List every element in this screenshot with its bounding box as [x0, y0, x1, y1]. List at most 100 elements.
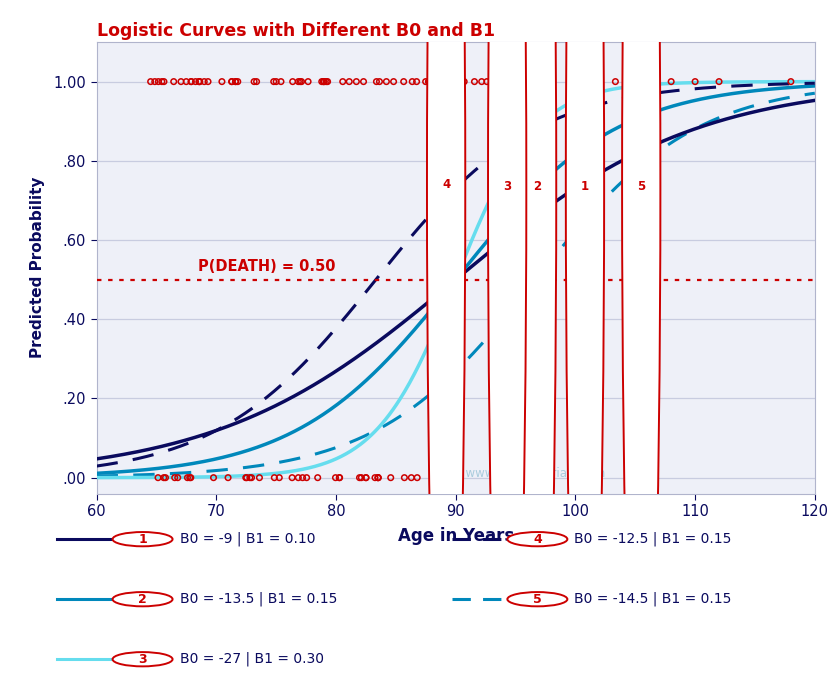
Circle shape — [566, 0, 604, 700]
Point — [253, 472, 266, 483]
Point — [405, 472, 418, 483]
Point — [202, 76, 215, 88]
Text: 3: 3 — [139, 652, 147, 666]
Point — [317, 76, 330, 88]
Point — [475, 76, 488, 88]
Point — [171, 472, 185, 483]
Text: 1: 1 — [139, 533, 147, 546]
Text: B0 = -9 | B1 = 0.10: B0 = -9 | B1 = 0.10 — [180, 532, 315, 547]
Point — [397, 76, 411, 88]
Point — [300, 472, 313, 483]
Point — [419, 76, 433, 88]
Point — [185, 76, 198, 88]
Point — [159, 472, 172, 483]
Point — [371, 472, 385, 483]
Point — [353, 472, 366, 483]
Point — [357, 76, 370, 88]
Text: Logistic Curves with Different B0 and B1: Logistic Curves with Different B0 and B1 — [97, 22, 495, 41]
Point — [433, 472, 447, 483]
Point — [311, 472, 324, 483]
Point — [229, 76, 243, 88]
Point — [215, 76, 228, 88]
Point — [180, 76, 193, 88]
Point — [240, 472, 254, 483]
Point — [528, 76, 542, 88]
Point — [317, 76, 330, 88]
Point — [267, 76, 281, 88]
Point — [480, 76, 494, 88]
Circle shape — [113, 592, 172, 606]
Point — [231, 76, 244, 88]
Point — [152, 76, 165, 88]
Point — [270, 76, 283, 88]
Point — [168, 472, 181, 483]
Point — [458, 76, 471, 88]
Text: 4: 4 — [533, 533, 542, 546]
Circle shape — [507, 532, 567, 546]
Point — [333, 472, 346, 483]
Point — [189, 76, 202, 88]
Point — [468, 76, 481, 88]
Point — [192, 76, 206, 88]
Point — [228, 76, 242, 88]
Point — [380, 76, 393, 88]
Point — [422, 76, 435, 88]
Point — [274, 76, 287, 88]
Point — [664, 76, 678, 88]
Point — [148, 76, 161, 88]
Point — [454, 76, 467, 88]
Point — [371, 472, 385, 483]
Point — [291, 76, 305, 88]
Point — [384, 472, 397, 483]
Text: 5: 5 — [533, 593, 542, 606]
Point — [538, 76, 551, 88]
X-axis label: Age in Years: Age in Years — [397, 527, 514, 545]
Point — [157, 472, 171, 483]
Point — [151, 472, 165, 483]
Point — [486, 76, 500, 88]
Point — [336, 76, 349, 88]
Text: 5: 5 — [637, 180, 645, 193]
Circle shape — [518, 0, 556, 700]
Point — [328, 472, 342, 483]
Text: B0 = -27 | B1 = 0.30: B0 = -27 | B1 = 0.30 — [180, 652, 323, 666]
Point — [354, 472, 368, 483]
Point — [184, 472, 197, 483]
Text: 3: 3 — [503, 180, 512, 193]
Point — [144, 76, 157, 88]
Point — [609, 76, 622, 88]
Point — [428, 76, 441, 88]
Point — [248, 76, 261, 88]
Point — [633, 76, 647, 88]
Point — [570, 76, 584, 88]
Point — [428, 76, 442, 88]
Point — [295, 76, 308, 88]
Point — [183, 472, 197, 483]
Point — [712, 76, 726, 88]
Point — [185, 76, 198, 88]
Point — [167, 76, 181, 88]
Point — [318, 76, 331, 88]
Point — [785, 76, 798, 88]
Point — [302, 76, 315, 88]
Text: B0 = -12.5 | B1 = 0.15: B0 = -12.5 | B1 = 0.15 — [575, 532, 732, 547]
Point — [371, 472, 385, 483]
Text: 2: 2 — [139, 593, 147, 606]
Point — [243, 472, 256, 483]
Point — [207, 472, 220, 483]
Point — [225, 76, 239, 88]
Point — [689, 76, 702, 88]
Point — [174, 76, 187, 88]
Point — [449, 472, 463, 483]
Point — [249, 76, 263, 88]
Point — [192, 76, 206, 88]
Point — [584, 76, 597, 88]
Point — [406, 76, 419, 88]
Circle shape — [113, 652, 172, 666]
Point — [373, 76, 386, 88]
Point — [410, 76, 423, 88]
Circle shape — [488, 0, 527, 700]
Point — [319, 76, 333, 88]
Point — [343, 76, 356, 88]
Point — [423, 76, 436, 88]
